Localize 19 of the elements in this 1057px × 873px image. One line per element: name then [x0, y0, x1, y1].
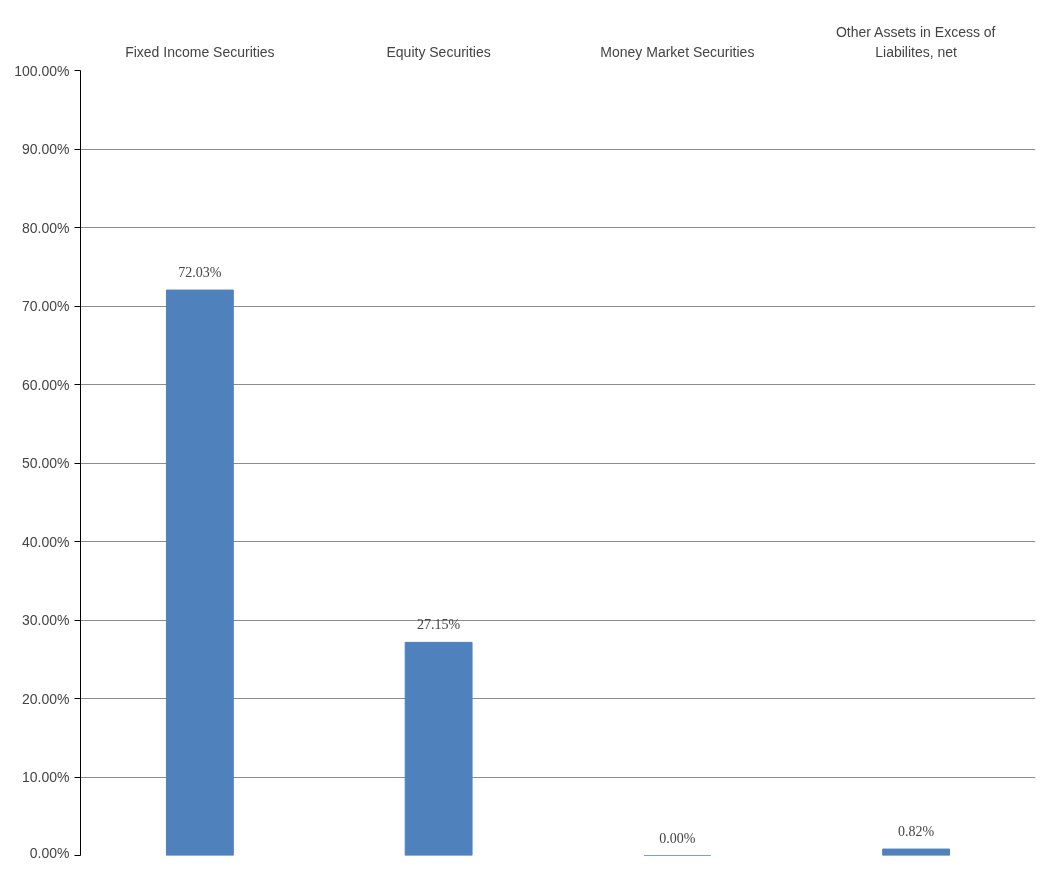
data-label: 27.15%	[417, 617, 461, 633]
data-label: 72.03%	[178, 265, 222, 281]
y-tick-label: 0.00%	[29, 844, 70, 861]
x-tick-label: Other Assets in Excess of Liabilites, net	[835, 24, 996, 60]
y-tick-label: 50.00%	[22, 455, 70, 471]
x-tick-label: Fixed Income Securities	[125, 43, 275, 60]
y-tick-label: 60.00%	[22, 376, 70, 393]
data-label: 0.82%	[898, 824, 935, 840]
x-tick-label: Money Market Securities	[600, 43, 755, 60]
y-tick-label: 10.00%	[22, 769, 70, 785]
y-tick-label: 40.00%	[22, 533, 70, 550]
x-tick-label: Equity Securities	[386, 43, 491, 60]
y-tick-label: 80.00%	[22, 219, 70, 236]
y-tick-label: 20.00%	[22, 690, 70, 707]
y-tick-label: 70.00%	[22, 298, 70, 314]
data-label: 0.00%	[659, 830, 696, 846]
y-tick-label: 90.00%	[22, 141, 70, 157]
y-tick-label: 30.00%	[22, 612, 70, 628]
y-tick-label: 100.00%	[14, 62, 70, 79]
